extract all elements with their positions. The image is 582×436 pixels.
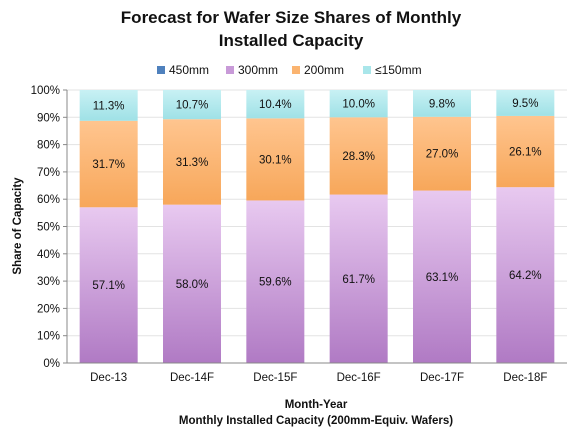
data-label: 10.0% xyxy=(342,99,375,111)
data-label: 9.8% xyxy=(429,98,455,110)
bar-segment-le150mm xyxy=(329,90,388,118)
bar-segment-le150mm xyxy=(246,90,305,119)
y-tick-label: 90% xyxy=(37,112,60,124)
legend-label: ≤150mm xyxy=(375,63,422,77)
bar-segment-le150mm xyxy=(496,90,555,116)
y-tick-label: 80% xyxy=(37,140,60,152)
legend-swatch xyxy=(157,66,165,74)
bars: 0.0%57.1%31.7%11.3%0.0%58.0%31.3%10.7%0.… xyxy=(79,90,555,363)
legend: 450mm 300mm 200mm ≤150mm xyxy=(157,63,422,77)
data-label: 28.3% xyxy=(342,151,375,163)
x-tick-label: Dec-18F xyxy=(503,372,547,384)
bar-segment-200mm xyxy=(496,115,555,188)
x-tick-label: Dec-15F xyxy=(253,372,297,384)
bar-segment-le150mm xyxy=(413,90,471,117)
legend-label: 300mm xyxy=(238,63,278,77)
x-axis-ticks: Dec-13 Dec-14F Dec-15F Dec-16F Dec-17F Dec-18… xyxy=(90,372,547,384)
bar-segment-300mm xyxy=(79,207,138,363)
data-label: 9.5% xyxy=(512,98,538,110)
data-label: 10.4% xyxy=(259,99,292,111)
y-axis-ticks: 0% 10% 20% 30% 40% 50% 60% 70% 80% 90% 100% xyxy=(31,85,67,370)
bar-segment-300mm xyxy=(329,194,388,363)
x-tick-label: Dec-13 xyxy=(90,372,127,384)
bar-segment-300mm xyxy=(413,190,471,363)
bar-segment-200mm xyxy=(79,120,138,208)
y-tick-label: 70% xyxy=(37,167,60,179)
bar-segment-300mm xyxy=(163,204,221,363)
legend-label: 200mm xyxy=(304,63,344,77)
data-label: 61.7% xyxy=(342,274,375,286)
data-label: 31.3% xyxy=(176,157,209,169)
bar-segment-le150mm xyxy=(163,90,221,120)
chart-title-line-1: Forecast for Wafer Size Shares of Monthl… xyxy=(121,8,462,27)
data-label: 10.7% xyxy=(176,100,209,112)
y-tick-label: 60% xyxy=(37,194,60,206)
x-axis-title-line-1: Month-Year xyxy=(285,399,348,411)
data-label: 57.1% xyxy=(92,280,125,292)
y-gridlines xyxy=(67,89,567,364)
bar-segment-200mm xyxy=(329,117,388,195)
x-tick-label: Dec-17F xyxy=(420,372,464,384)
data-label: 63.1% xyxy=(426,272,459,284)
y-tick-label: 30% xyxy=(37,276,60,288)
chart-title-line-2: Installed Capacity xyxy=(219,31,364,50)
legend-swatch xyxy=(226,66,234,74)
bar-segment-200mm xyxy=(246,118,305,201)
data-label: 58.0% xyxy=(176,279,209,291)
data-label: 30.1% xyxy=(259,154,292,166)
x-axis-title-line-2: Monthly Installed Capacity (200mm-Equiv.… xyxy=(179,415,453,427)
data-label: 31.7% xyxy=(92,159,125,171)
y-tick-label: 100% xyxy=(31,85,60,97)
y-tick-label: 10% xyxy=(37,331,60,343)
data-label: 26.1% xyxy=(509,147,542,159)
y-tick-label: 20% xyxy=(37,303,60,315)
bar-segment-200mm xyxy=(413,116,471,191)
data-label: 11.3% xyxy=(93,100,125,112)
data-label: 64.2% xyxy=(509,270,542,282)
legend-swatch xyxy=(363,66,371,74)
y-tick-label: 50% xyxy=(37,222,60,234)
bar-segment-200mm xyxy=(163,119,221,205)
legend-label: 450mm xyxy=(169,63,209,77)
y-tick-label: 0% xyxy=(43,358,60,370)
data-label: 59.6% xyxy=(259,277,292,289)
y-tick-label: 40% xyxy=(37,249,60,261)
bar-segment-le150mm xyxy=(79,90,138,121)
x-tick-label: Dec-14F xyxy=(170,372,214,384)
y-axis-title: Share of Capacity xyxy=(12,177,24,275)
bar-segment-300mm xyxy=(246,200,305,363)
legend-swatch xyxy=(292,66,300,74)
x-tick-label: Dec-16F xyxy=(337,372,381,384)
data-label: 27.0% xyxy=(426,149,459,161)
bar-segment-300mm xyxy=(496,187,555,363)
